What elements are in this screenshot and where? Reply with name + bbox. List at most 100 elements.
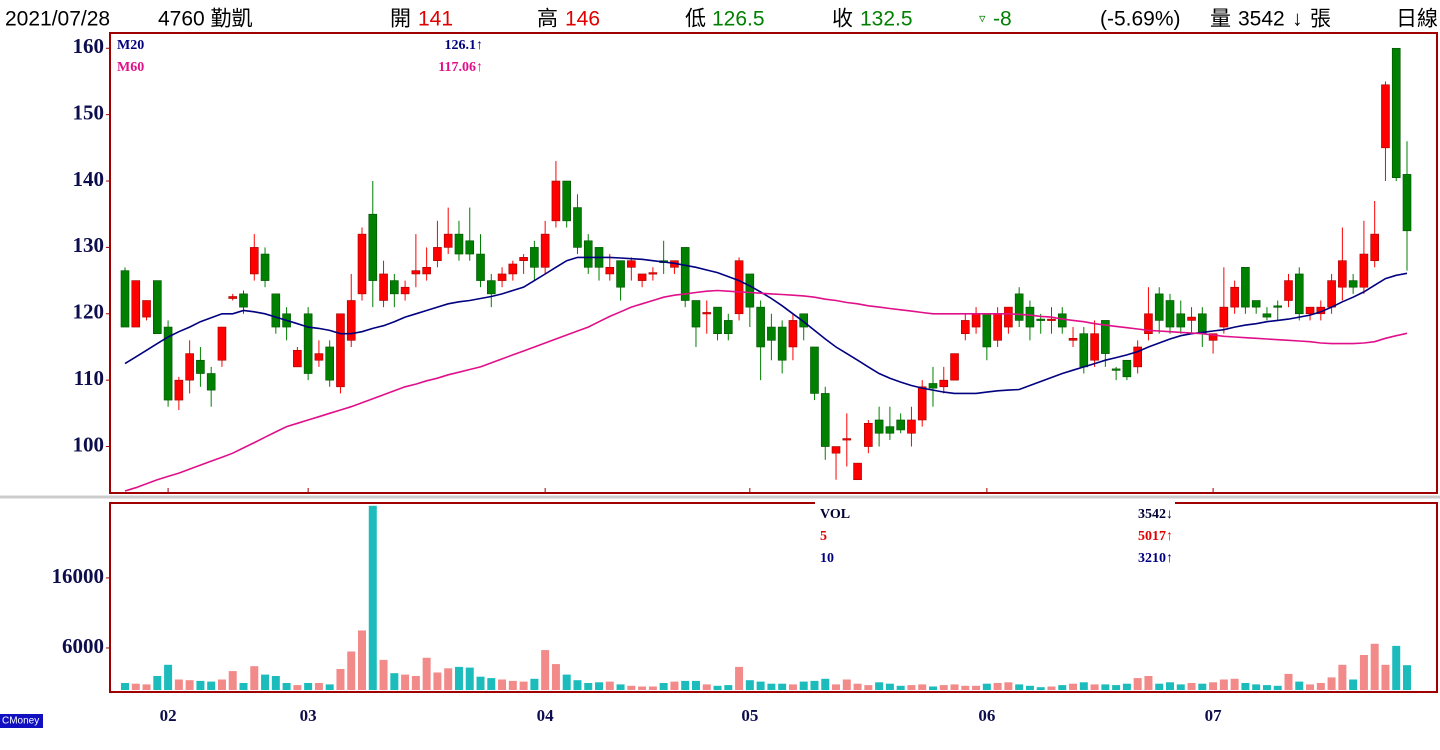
legend-name: M60 (117, 60, 144, 75)
candle-body (357, 233, 367, 295)
candle-body (648, 272, 658, 275)
volume-bar (1079, 682, 1088, 690)
volume-bar (627, 685, 636, 690)
candle-body (982, 313, 992, 348)
candle-body (120, 270, 130, 328)
volume-bar (1025, 685, 1034, 690)
candle-body (1187, 316, 1196, 321)
volume-bar (1241, 682, 1250, 690)
stock-name: 4760 勤凱 (158, 8, 253, 31)
volume-bar (896, 685, 905, 690)
candle-body (508, 263, 518, 275)
y-tick-label: 100 (73, 432, 105, 456)
volume-legend-value: 3210↑ (1138, 551, 1173, 566)
x-tick-label: 06 (978, 706, 995, 725)
y-tick-label: 130 (73, 233, 105, 257)
volume-bar (379, 659, 388, 690)
volume-bar (853, 683, 862, 690)
volume-y-tick-label: 6000 (62, 634, 104, 658)
candle-body (346, 300, 356, 341)
candle-body (885, 426, 895, 434)
volume-bar (670, 681, 679, 690)
volume-bar (454, 666, 463, 690)
candle-body (217, 326, 227, 361)
price-panel (109, 32, 1438, 494)
volume-bar (1047, 686, 1056, 690)
candle-body (1025, 306, 1035, 328)
volume-bar (1155, 683, 1164, 690)
volume-bar (832, 684, 841, 690)
volume-legend-name: 10 (820, 551, 834, 566)
candle-body (486, 280, 496, 295)
candle-body (810, 346, 819, 394)
candle-body (551, 180, 561, 222)
volume-bar (648, 686, 657, 690)
volume-bar (131, 683, 140, 690)
volume-bar (1316, 682, 1325, 690)
volume-bar (767, 683, 776, 690)
volume-bar (250, 666, 259, 690)
volume-bar (498, 679, 507, 690)
volume-bar (595, 682, 604, 690)
low-label: 低 (685, 8, 706, 31)
candle-body (454, 233, 464, 255)
candle-body (1381, 84, 1390, 149)
candle-body (1068, 338, 1078, 341)
candle-body (680, 247, 690, 301)
volume-bar (325, 684, 334, 690)
candle-body (1391, 47, 1401, 179)
candle-body (390, 280, 399, 295)
volume-bar (1165, 682, 1174, 690)
volume-y-tick-label: 16000 (52, 564, 105, 588)
volume-bar (713, 685, 722, 690)
candle-body (907, 419, 916, 434)
candle-body (971, 313, 981, 328)
candle-body (540, 233, 550, 268)
candle-body (400, 286, 410, 295)
volume-legend-name: 5 (820, 529, 827, 544)
volume-bar (1338, 664, 1347, 690)
candle-body (530, 247, 539, 268)
candle-body (1057, 313, 1067, 328)
volume-bar (1090, 684, 1099, 690)
candle-body (411, 270, 421, 275)
candle-body (1402, 174, 1412, 232)
candle-body (928, 383, 938, 389)
moving-average-line (124, 289, 1408, 492)
volume-bar (745, 680, 754, 690)
volume-bar (1112, 685, 1121, 690)
candle-body (1101, 320, 1110, 354)
candle-body (1079, 333, 1089, 368)
volume-bar (1176, 684, 1185, 690)
candle-body (1198, 313, 1207, 334)
volume-bar (810, 680, 819, 690)
volume-bar (1252, 684, 1261, 690)
volume-bar (1058, 685, 1067, 690)
volume-bar (928, 686, 937, 690)
x-tick-label: 02 (160, 706, 177, 725)
candle-body (842, 438, 852, 441)
open-label: 開 (390, 8, 411, 31)
candle-body (476, 253, 485, 281)
high-value: 146 (565, 8, 600, 31)
volume-bar (422, 657, 431, 690)
candle-body (314, 353, 324, 361)
candle-body (767, 326, 776, 341)
volume-bar (1262, 685, 1271, 690)
candle-body (271, 293, 281, 328)
candle-body (1090, 333, 1099, 361)
volume-bar (142, 684, 151, 690)
candle-body (1219, 306, 1229, 328)
volume-bar (541, 650, 550, 690)
y-tick-label: 150 (73, 100, 105, 124)
volume-legend-value: 3542↓ (1138, 507, 1173, 522)
volume-bar (907, 685, 916, 690)
volume-bar (1036, 687, 1045, 690)
candle-body (874, 419, 884, 434)
change-pct: (-5.69%) (1100, 8, 1181, 31)
candle-body (734, 260, 744, 315)
candle-body (1144, 313, 1153, 334)
candle-body (174, 379, 184, 401)
volume-bar (1101, 684, 1110, 690)
volume-panel (109, 502, 1438, 693)
